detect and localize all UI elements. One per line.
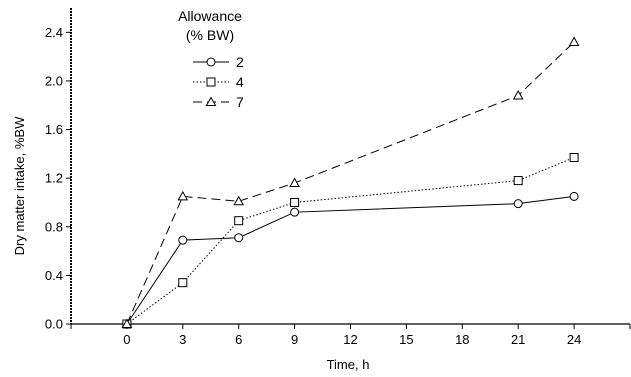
data-point-circle bbox=[178, 235, 188, 245]
series-line-7 bbox=[126, 41, 575, 325]
data-point-square bbox=[513, 176, 523, 186]
y-axis-ticks: 0.0 0.4 0.8 1.2 1.6 2.0 2.4 bbox=[45, 25, 71, 332]
x-tick-label: 12 bbox=[343, 332, 357, 347]
x-tick-label: 15 bbox=[399, 332, 413, 347]
y-axis-label: Dry matter intake, %BW bbox=[12, 116, 27, 255]
x-tick-label: 24 bbox=[567, 332, 581, 347]
series-group bbox=[121, 36, 580, 329]
legend-title-line: Allowance bbox=[178, 8, 242, 24]
data-point-square bbox=[234, 216, 244, 226]
data-point-triangle bbox=[121, 318, 133, 328]
x-tick-label: 3 bbox=[179, 332, 186, 347]
data-point-triangle bbox=[233, 195, 245, 206]
legend: Allowance (% BW)2 4 7 bbox=[178, 8, 244, 110]
x-tick-label: 9 bbox=[291, 332, 298, 347]
legend-label: 7 bbox=[236, 94, 244, 110]
y-tick-label: 2.4 bbox=[45, 25, 63, 40]
data-point-circle bbox=[234, 233, 244, 243]
y-tick-label: 0.8 bbox=[45, 219, 63, 234]
legend-label: 2 bbox=[236, 54, 244, 70]
legend-title-line: (% BW) bbox=[186, 27, 234, 43]
data-point-triangle bbox=[512, 89, 524, 100]
legend-item-4: 4 bbox=[193, 74, 244, 90]
x-axis-label: Time, h bbox=[327, 357, 370, 372]
x-tick-label: 18 bbox=[455, 332, 469, 347]
axes bbox=[70, 8, 630, 325]
x-tick-label: 0 bbox=[123, 332, 130, 347]
series-line-4 bbox=[126, 157, 575, 325]
data-point-circle bbox=[290, 207, 300, 217]
data-point-circle bbox=[206, 57, 216, 67]
legend-item-2: 2 bbox=[193, 54, 244, 70]
data-point-triangle bbox=[205, 96, 217, 106]
y-tick-label: 0.4 bbox=[45, 268, 63, 283]
data-point-triangle bbox=[289, 177, 300, 188]
series-4 bbox=[122, 152, 579, 329]
legend-label: 4 bbox=[236, 74, 244, 90]
legend-item-7: 7 bbox=[193, 94, 244, 110]
y-tick-label: 1.2 bbox=[45, 171, 63, 186]
y-tick-label: 0.0 bbox=[45, 317, 63, 332]
x-axis-ticks: 0 3 6 9 12 15 18 21 24 bbox=[70, 324, 631, 347]
series-7 bbox=[121, 36, 580, 328]
series-line-2 bbox=[126, 195, 575, 325]
data-point-triangle bbox=[177, 190, 189, 201]
data-point-triangle bbox=[568, 36, 580, 47]
data-point-square bbox=[290, 197, 300, 207]
y-tick-label: 1.6 bbox=[45, 122, 63, 137]
data-point-circle bbox=[513, 199, 523, 209]
series-2 bbox=[122, 191, 579, 329]
y-tick-label: 2.0 bbox=[45, 73, 63, 88]
data-point-square bbox=[178, 278, 188, 288]
data-point-circle bbox=[569, 191, 579, 201]
x-tick-label: 6 bbox=[235, 332, 242, 347]
data-point-square bbox=[206, 77, 216, 87]
x-tick-label: 21 bbox=[511, 332, 525, 347]
data-point-square bbox=[569, 152, 579, 162]
